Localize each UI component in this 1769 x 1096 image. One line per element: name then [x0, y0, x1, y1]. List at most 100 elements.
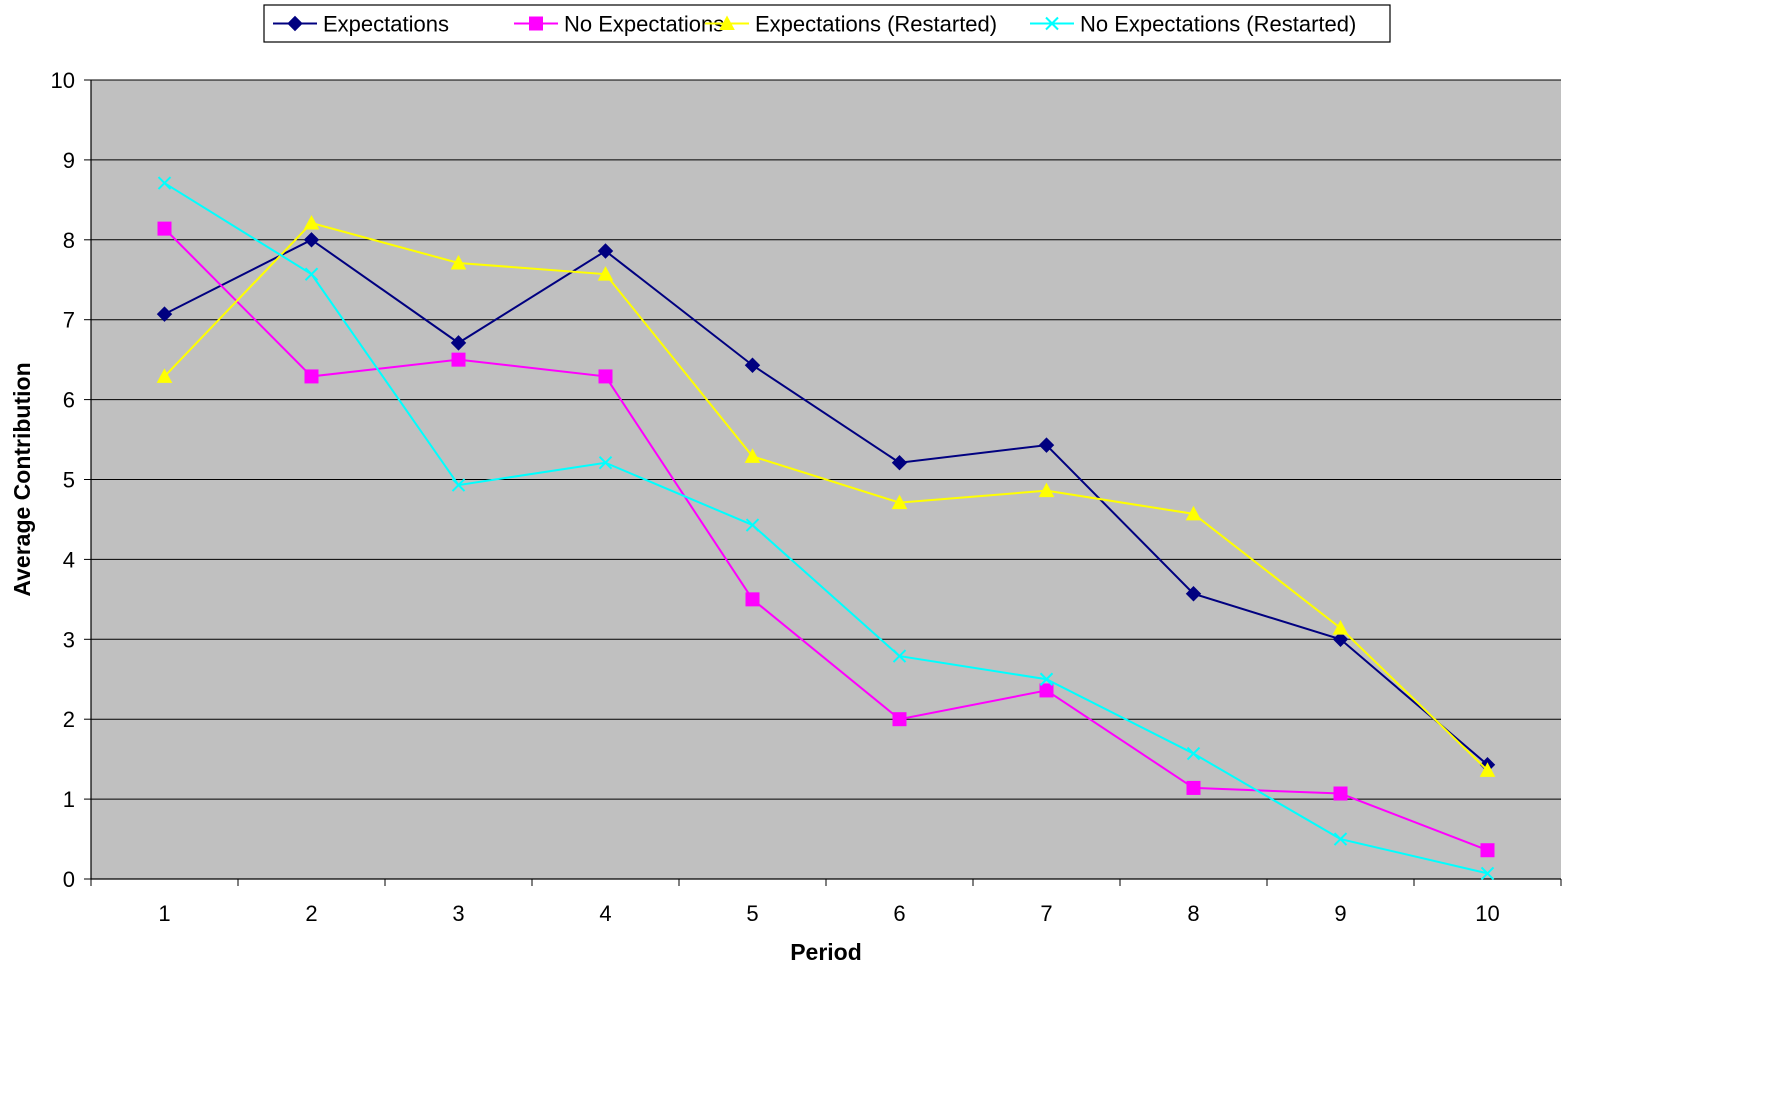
diamond-shape [303, 232, 320, 248]
data-point [1039, 672, 1054, 686]
data-point [157, 221, 172, 236]
square-shape [745, 592, 760, 607]
data-point [892, 712, 907, 727]
triangle-marker [719, 15, 735, 30]
x-tick-label: 5 [746, 901, 758, 926]
y-tick-label: 5 [63, 468, 75, 493]
data-point [745, 518, 760, 532]
data-point [450, 254, 467, 270]
x-stroke [1333, 832, 1348, 846]
y-tick-label: 9 [63, 148, 75, 173]
series-2 [157, 221, 1495, 858]
square-shape [598, 369, 613, 384]
x-stroke [1045, 16, 1059, 31]
data-point [1185, 505, 1202, 521]
square-shape [157, 221, 172, 236]
series-line [164, 238, 1489, 766]
data-point [1333, 832, 1348, 846]
x-stroke [1186, 746, 1201, 761]
axes: 0 1 2 3 4 5 6 7 8 9 10 1 2 3 4 5 6 7 8 9 10 [51, 68, 1562, 926]
data-point [1332, 631, 1349, 648]
data-point [156, 368, 173, 383]
triangle-shape [597, 266, 614, 281]
y-tick-label: 10 [51, 68, 75, 93]
legend-box [263, 4, 1391, 43]
y-tick-label: 0 [63, 867, 75, 892]
x-tick-label: 10 [1475, 901, 1499, 926]
legend-item: Expectations (Restarted) [705, 12, 997, 37]
data-point [1333, 786, 1348, 801]
square-shape [1186, 780, 1201, 795]
square-shape [892, 712, 907, 727]
diamond-shape [450, 335, 467, 351]
square-shape [304, 369, 319, 384]
data-point [1186, 780, 1201, 795]
data-point [451, 352, 466, 367]
data-point [597, 243, 614, 259]
series-1 [156, 232, 1496, 773]
data-point [745, 592, 760, 607]
y-tick-label: 1 [63, 787, 75, 812]
data-point [891, 494, 908, 510]
data-point [1480, 866, 1495, 881]
series-line [163, 221, 1489, 772]
x-stroke [1480, 866, 1495, 881]
gridlines [91, 79, 1561, 800]
x-tick-label: 7 [1040, 901, 1052, 926]
triangle-shape [1332, 620, 1349, 635]
diamond-shape [744, 357, 761, 373]
data-point [1479, 762, 1496, 777]
data-point [892, 649, 907, 663]
legend-label: Expectations (Restarted) [755, 12, 997, 37]
data-point [1332, 620, 1349, 635]
square-shape [529, 16, 543, 31]
triangle-shape [1038, 482, 1055, 498]
x-tick-label: 9 [1334, 901, 1346, 926]
triangle-shape [303, 214, 320, 230]
legend-label: No Expectations (Restarted) [1080, 12, 1356, 37]
data-point [304, 369, 319, 384]
legend-item: No Expectations [514, 12, 724, 37]
x-tick-label: 1 [158, 901, 170, 926]
diamond-marker [287, 15, 303, 32]
series-line [163, 182, 1488, 875]
data-point [891, 455, 908, 471]
triangle-shape [1479, 762, 1496, 777]
triangle-shape [1185, 505, 1202, 521]
square-shape [1039, 683, 1054, 698]
data-point [1038, 482, 1055, 498]
data-point [304, 267, 319, 281]
data-point [1038, 437, 1055, 453]
x-tick-label: 2 [305, 901, 317, 926]
diamond-shape [1185, 586, 1202, 602]
triangle-shape [744, 448, 761, 463]
data-point [156, 306, 173, 322]
data-point [1186, 746, 1201, 761]
data-point [1039, 683, 1054, 698]
data-point [1480, 843, 1495, 858]
y-tick-label: 3 [63, 627, 75, 652]
diamond-shape [287, 15, 303, 32]
data-point [598, 456, 613, 470]
y-tick-label: 2 [63, 707, 75, 732]
x-stroke [598, 456, 613, 470]
y-tick-label: 7 [63, 308, 75, 333]
square-shape [1333, 786, 1348, 801]
series-lines [156, 176, 1496, 881]
triangle-shape [891, 494, 908, 510]
x-tick-label: 3 [452, 901, 464, 926]
y-tick-label: 8 [63, 228, 75, 253]
square-shape [451, 352, 466, 367]
legend-label: No Expectations [564, 12, 724, 37]
x-stroke [451, 478, 466, 492]
data-point [451, 478, 466, 492]
data-point [744, 448, 761, 463]
series-3 [156, 214, 1496, 777]
diamond-shape [1332, 631, 1349, 648]
data-point [744, 357, 761, 373]
x-axis-title: Period [790, 939, 862, 965]
data-point [303, 232, 320, 248]
diamond-shape [156, 306, 173, 322]
